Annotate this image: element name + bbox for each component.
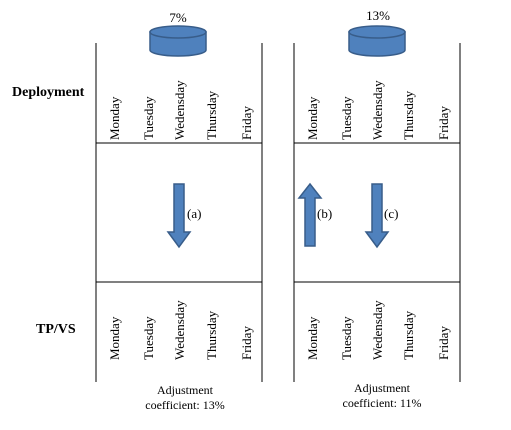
day-label-right-bottom-4: Thursday xyxy=(401,310,416,360)
right-cylinder-icon xyxy=(348,25,406,57)
arrow-label-c: (c) xyxy=(384,206,399,221)
arrow-down-icon-a xyxy=(166,183,192,249)
day-label-left-bottom-1: Monday xyxy=(107,316,122,360)
right-adjustment-coefficient: Adjustment coefficient: 11% xyxy=(312,381,452,411)
right-coefficient-line1: Adjustment xyxy=(354,381,410,395)
day-label-right-top-5: Friday xyxy=(436,106,451,140)
left-cylinder-icon xyxy=(149,25,207,57)
day-label-left-bottom-4: Thursday xyxy=(204,310,219,360)
day-label-right-bottom-2: Tuesday xyxy=(339,316,354,360)
left-coefficient-line1: Adjustment xyxy=(157,383,213,397)
arrow-label-a: (a) xyxy=(187,206,202,221)
arrow-label-b: (b) xyxy=(317,206,333,221)
day-label-left-bottom-3: Wedensday xyxy=(172,300,187,360)
row-label-tpvs: TP/VS xyxy=(36,322,76,337)
day-label-right-top-1: Monday xyxy=(305,96,320,140)
day-label-left-top-4: Thursday xyxy=(204,90,219,140)
left-coefficient-line2: coefficient: 13% xyxy=(145,398,225,412)
day-label-right-top-4: Thursday xyxy=(401,90,416,140)
arrow-up-icon-b xyxy=(297,182,323,247)
day-label-right-top-3: Wedensday xyxy=(370,80,385,140)
day-label-left-top-5: Friday xyxy=(239,106,254,140)
left-adjustment-coefficient: Adjustment coefficient: 13% xyxy=(115,383,255,413)
right-percentage: 13% xyxy=(366,8,390,23)
day-label-right-bottom-3: Wedensday xyxy=(370,300,385,360)
day-label-left-top-2: Tuesday xyxy=(141,96,156,140)
day-label-left-top-1: Monday xyxy=(107,96,122,140)
left-percentage: 7% xyxy=(169,10,187,25)
row-label-deployment: Deployment xyxy=(12,85,85,100)
day-label-left-bottom-5: Friday xyxy=(239,326,254,360)
day-label-left-bottom-2: Tuesday xyxy=(141,316,156,360)
day-label-right-top-2: Tuesday xyxy=(339,96,354,140)
day-label-left-top-3: Wedensday xyxy=(172,80,187,140)
day-label-right-bottom-1: Monday xyxy=(305,316,320,360)
right-coefficient-line2: coefficient: 11% xyxy=(342,396,422,410)
day-label-right-bottom-5: Friday xyxy=(436,326,451,360)
arrow-down-icon-c xyxy=(364,183,390,249)
